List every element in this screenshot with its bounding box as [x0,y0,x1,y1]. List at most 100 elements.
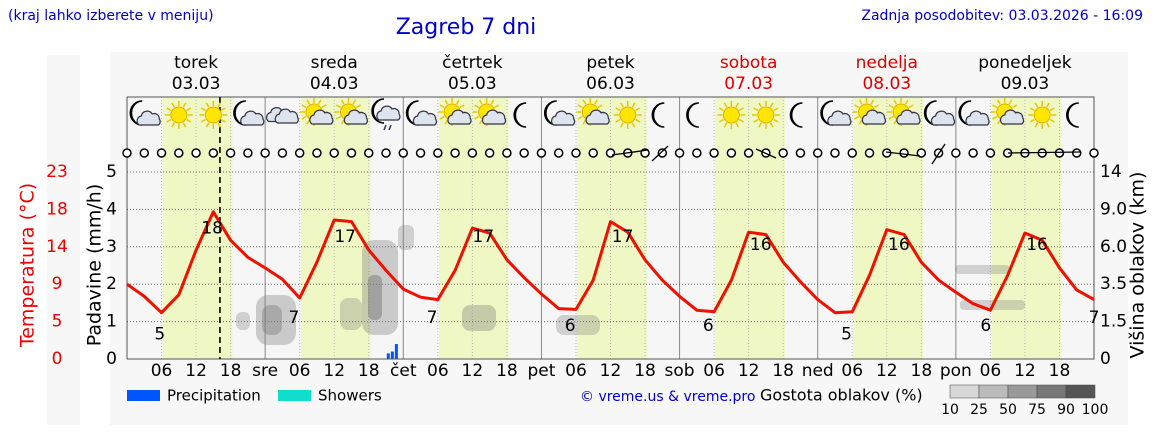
sun-ray [171,102,175,108]
rain-drop [383,124,387,131]
wind-calm [433,148,443,158]
x-tick-label: 18 [220,361,242,381]
wind-barb [755,148,777,159]
sun-ray [723,102,728,108]
sun-ray [182,122,187,128]
sun-ray [854,115,860,120]
temp-tick-label: 14 [46,237,68,257]
cloud [376,105,401,121]
weather-icon [990,98,1025,126]
sun [757,106,775,124]
temp-axis-label: Temperatura (°C) [17,183,39,348]
cloud [412,110,438,126]
sun-ray [577,104,583,109]
cloud [827,110,852,126]
sun-ray [758,102,763,108]
weather-icon [299,98,334,126]
x-tick-label: 18 [496,361,518,381]
wind-calm [1054,148,1065,158]
sun-ray [444,119,449,125]
sun-ray [1034,102,1039,108]
sun-ray [439,104,445,109]
x-tick-label: 18 [634,361,656,381]
x-tick-label: 06 [289,361,311,381]
day-name: sreda [311,53,358,73]
x-tick-label: čet [390,361,417,381]
sun-ray [439,115,445,120]
sun-ray [200,118,206,123]
sun [1033,106,1051,124]
wind-calm [899,148,909,158]
y-axis-label: Padavine (mm/h) [84,184,106,347]
sun-ray [306,119,311,125]
temp-label: 5 [154,324,165,344]
moon [686,102,699,128]
cloud [136,110,161,126]
weather-icon [233,100,265,126]
sun-ray [186,107,192,112]
wind-calm [346,148,357,158]
wind-barbs [611,143,1081,165]
weather-icon [686,102,699,128]
precip-bar [390,351,394,359]
y-tick-label: 1 [106,312,117,332]
sun-ray [455,99,460,105]
sun-ray [858,99,863,105]
wind-calm [191,148,201,158]
wind-calm [260,148,270,158]
sun-ray [738,107,744,112]
day-date: 07.03 [724,74,773,94]
wind-calm [156,148,167,158]
wind-barb [885,151,921,157]
sun-ray [220,107,226,112]
plot-frame [126,96,1095,360]
wind-calm [312,148,322,158]
x-tick-label: 12 [462,361,484,381]
cloud-legend-box [978,384,1009,399]
rain-drop [388,124,392,131]
temp-panel [47,55,80,425]
sun-ray [904,99,909,105]
wind-calm [536,148,547,158]
wind-calm [605,148,616,158]
cloud [550,110,576,126]
daylight-band [715,97,785,359]
wind-calm [381,148,391,158]
y2-tick-label: 1.5 [1100,312,1127,332]
temp-tick-label: 0 [52,349,63,369]
day-name: torek [174,53,218,73]
cloud [585,109,610,125]
wind-calm [450,148,460,158]
sun-ray [858,119,863,125]
sun-ray [753,118,759,123]
cloud-legend-label: 100 [1082,402,1109,418]
weather-icon [334,98,369,126]
weather-icon [438,98,472,126]
weather-icon [199,101,228,129]
temp-tick-label: 5 [52,312,63,332]
updated: Zadnja posodobitev: 03.03.2026 - 16:09 [861,8,1143,24]
wind-calm [208,148,219,158]
sun [170,106,188,124]
legend-swatch [278,390,311,401]
sun-ray [494,104,500,109]
sun-ray [1029,118,1035,123]
wind-calm [243,148,253,158]
x-tick-label: 06 [841,361,863,381]
cloud-legend-label: 90 [1057,402,1075,418]
wind-calm [830,148,840,158]
cloud-patch [236,312,250,330]
sun-ray [577,115,583,120]
wind-calm [225,148,236,158]
temp-label: 17 [472,227,494,247]
weather-icon [923,100,956,126]
weather-icon [820,100,852,126]
temp-label: 16 [750,235,772,255]
wind-calm [277,148,288,158]
temp-label: 16 [888,235,910,255]
temp-label: 7 [1089,308,1100,328]
wind-calm [519,148,529,158]
sun-ray [908,104,914,109]
day-date: 08.03 [862,74,911,94]
sun-ray [1029,107,1035,112]
